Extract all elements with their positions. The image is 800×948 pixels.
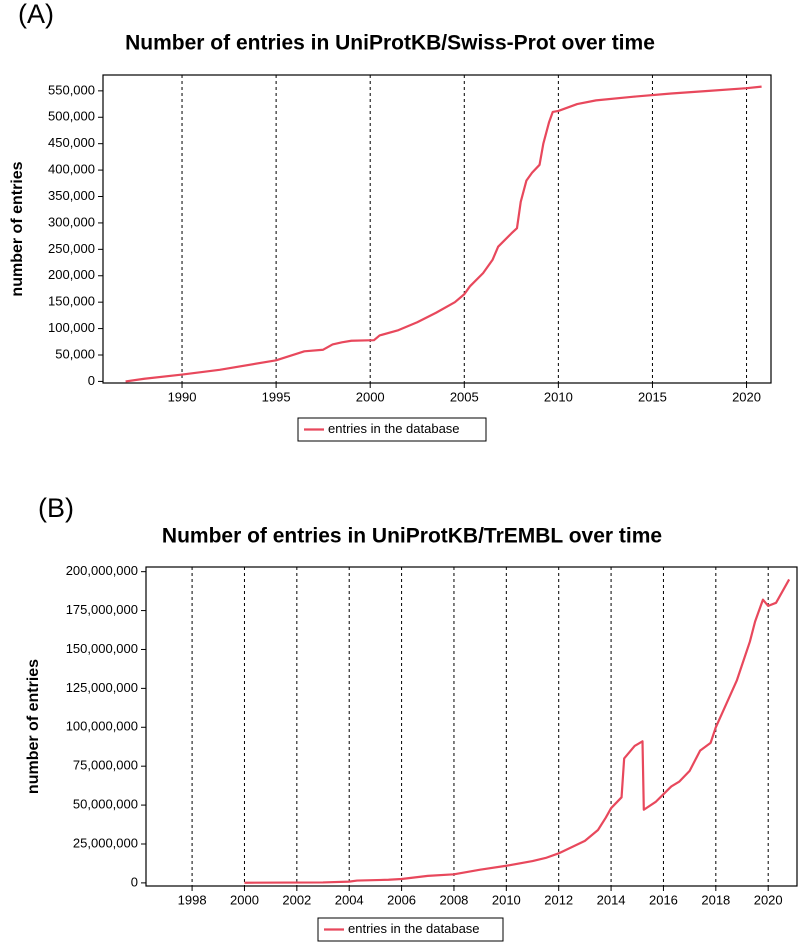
x-tick-label: 2002	[282, 892, 311, 907]
y-tick-label: 450,000	[48, 135, 95, 150]
x-tick-label: 2016	[649, 892, 678, 907]
plot-frame	[145, 566, 798, 887]
y-tick-label: 125,000,000	[66, 680, 138, 695]
legend-box	[297, 417, 487, 442]
y-tick-label: 250,000	[48, 241, 95, 256]
y-tick-label: 200,000	[48, 267, 95, 282]
y-tick-label: 200,000,000	[66, 563, 138, 578]
x-tick-label: 2006	[387, 892, 416, 907]
y-axis-label: number of entries	[9, 161, 26, 296]
x-tick-label: 2012	[544, 892, 573, 907]
y-tick-label: 150,000,000	[66, 641, 138, 656]
y-tick-label: 0	[88, 373, 95, 388]
x-tick-label: 2004	[335, 892, 364, 907]
x-tick-label: 1998	[178, 892, 207, 907]
x-tick-label: 2008	[439, 892, 468, 907]
x-tick-label: 2010	[544, 389, 573, 404]
legend-label: entries in the database	[348, 921, 480, 936]
y-tick-label: 350,000	[48, 188, 95, 203]
data-line	[125, 85, 762, 383]
plot-frame	[102, 74, 772, 384]
y-tick-label: 175,000,000	[66, 602, 138, 617]
y-tick-label: 50,000,000	[73, 797, 138, 812]
panel-label: (B)	[38, 493, 74, 523]
x-tick-label: 2014	[597, 892, 626, 907]
legend-box	[317, 917, 504, 942]
y-tick-label: 50,000	[55, 346, 95, 361]
chart-title: Number of entries in UniProtKB/Swiss-Pro…	[125, 32, 655, 55]
x-tick-label: 2000	[230, 892, 259, 907]
y-tick-label: 75,000,000	[73, 758, 138, 773]
y-tick-label: 500,000	[48, 109, 95, 124]
x-tick-label: 2015	[638, 389, 667, 404]
y-tick-label: 550,000	[48, 82, 95, 97]
x-tick-label: 2000	[356, 389, 385, 404]
y-tick-label: 300,000	[48, 214, 95, 229]
x-tick-label: 2010	[492, 892, 521, 907]
y-tick-label: 400,000	[48, 162, 95, 177]
panel-label: (A)	[18, 0, 54, 29]
x-tick-label: 1995	[262, 389, 291, 404]
x-tick-label: 2020	[754, 892, 783, 907]
y-tick-label: 0	[131, 874, 138, 889]
y-axis-label: number of entries	[25, 659, 42, 794]
y-tick-label: 100,000	[48, 320, 95, 335]
x-tick-label: 2005	[450, 389, 479, 404]
x-tick-label: 2018	[701, 892, 730, 907]
y-tick-label: 150,000	[48, 294, 95, 309]
y-tick-label: 25,000,000	[73, 835, 138, 850]
chart-title: Number of entries in UniProtKB/TrEMBL ov…	[162, 525, 662, 548]
y-tick-label: 100,000,000	[66, 719, 138, 734]
data-line	[244, 578, 791, 884]
legend-label: entries in the database	[328, 421, 460, 436]
x-tick-label: 1990	[168, 389, 197, 404]
x-tick-label: 2020	[732, 389, 761, 404]
